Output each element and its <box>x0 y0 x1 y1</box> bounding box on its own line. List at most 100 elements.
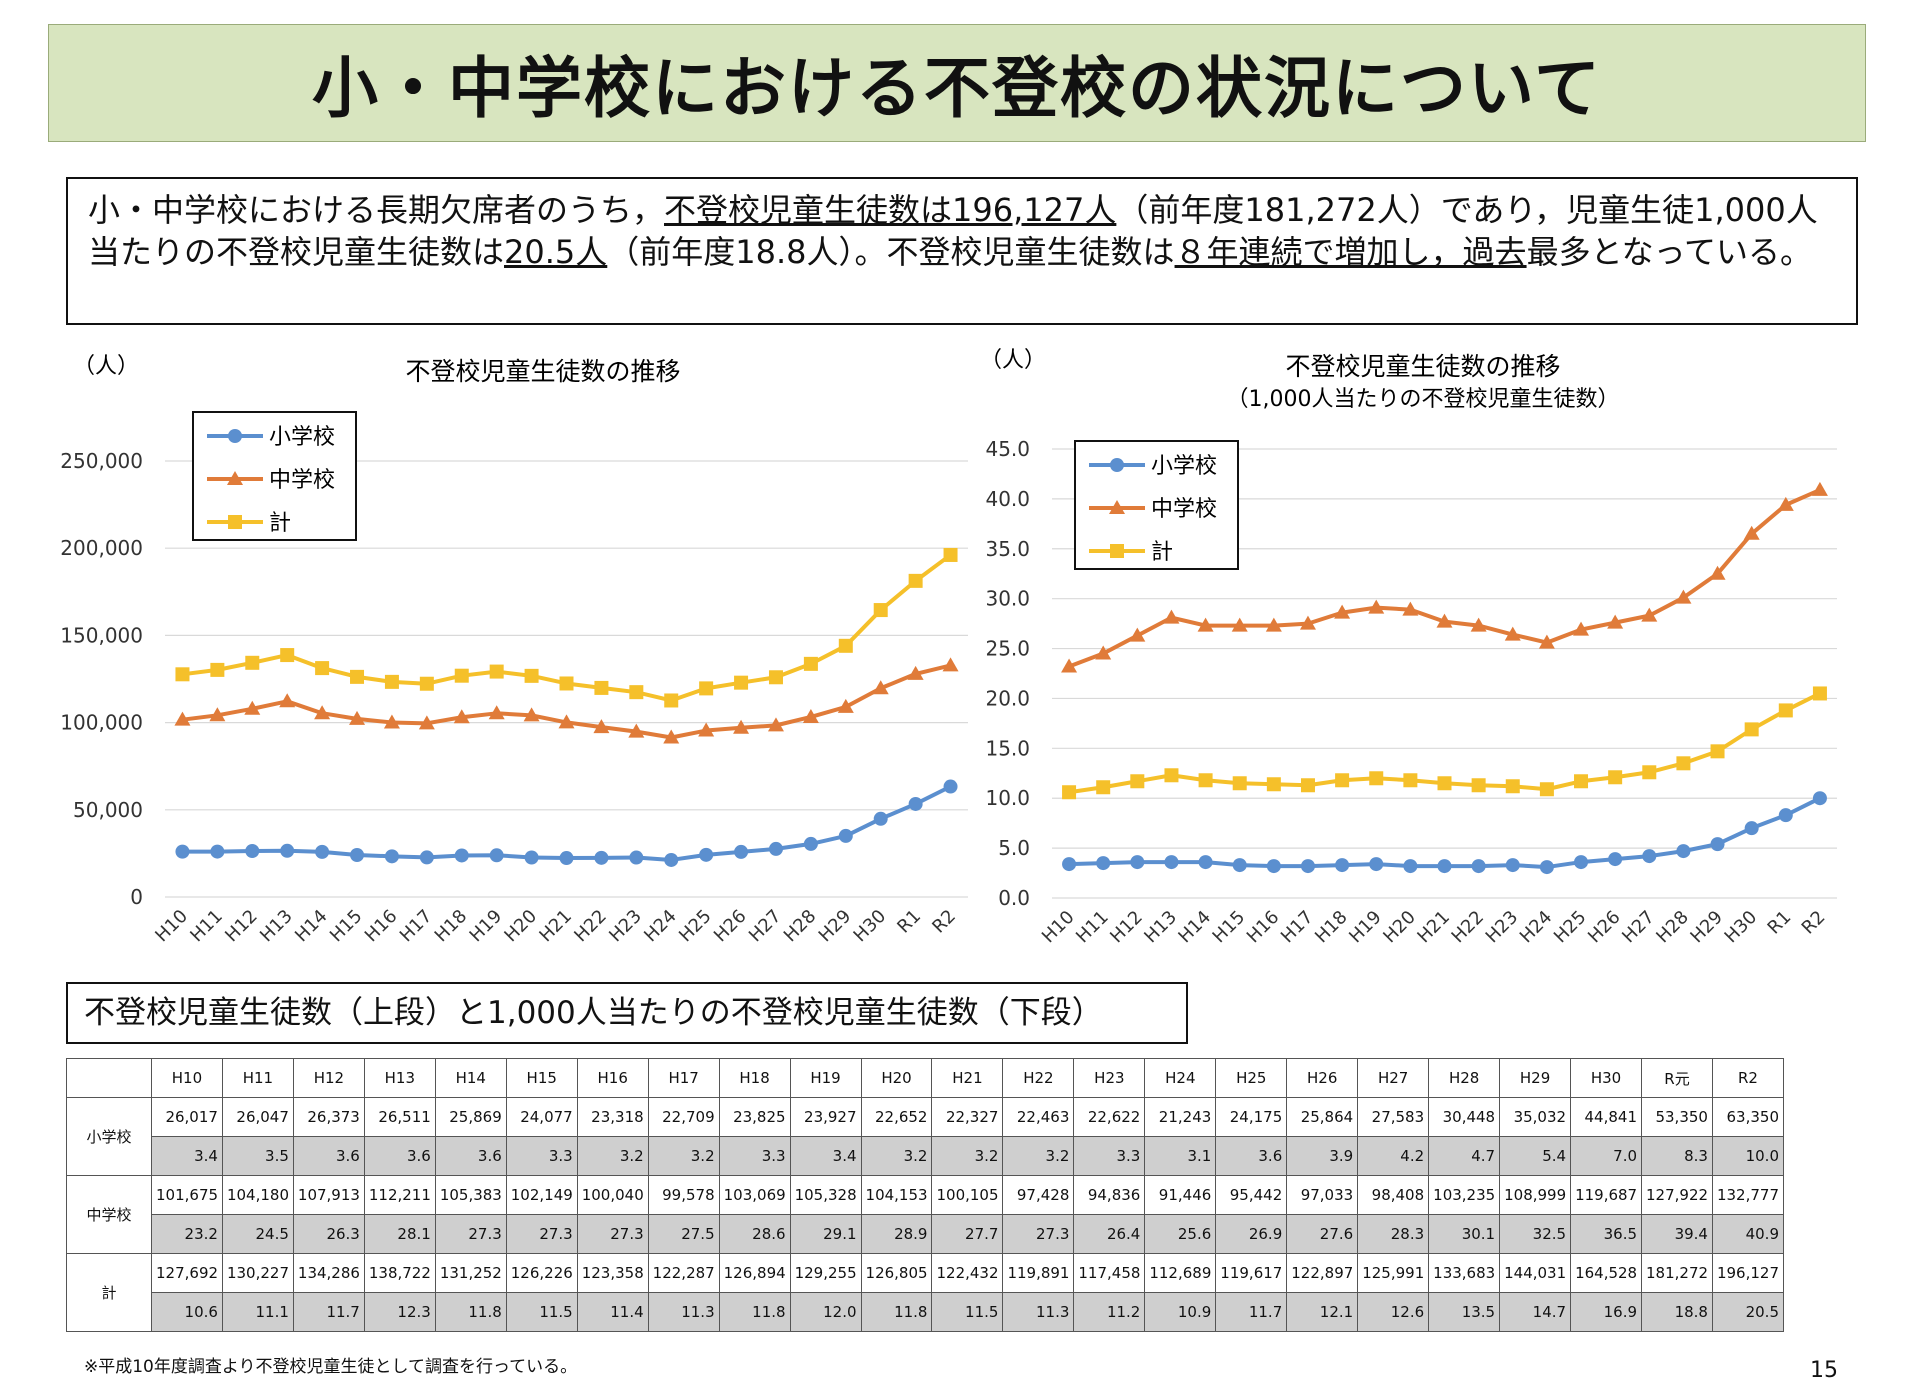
count-cell: 27,583 <box>1357 1097 1430 1137</box>
x-tick-label: H30 <box>850 906 891 947</box>
x-tick-label: H14 <box>291 906 332 947</box>
rate-cell: 12.3 <box>363 1292 436 1332</box>
data-point-elementary <box>873 811 888 826</box>
x-tick-label: H12 <box>1106 907 1147 948</box>
table-header-cell: H19 <box>789 1058 862 1098</box>
count-cell: 108,999 <box>1499 1175 1572 1215</box>
x-tick-label: H29 <box>815 906 856 947</box>
y-tick-label: 5.0 <box>998 836 1030 860</box>
count-cell: 104,180 <box>221 1175 294 1215</box>
data-point-elementary <box>454 848 469 863</box>
data-point-junior-high <box>1197 617 1214 632</box>
rate-cell: 11.5 <box>931 1292 1004 1332</box>
rate-cell: 3.3 <box>505 1136 578 1176</box>
count-cell: 102,149 <box>505 1175 578 1215</box>
count-cell: 25,869 <box>434 1097 507 1137</box>
count-cell: 112,211 <box>363 1175 436 1215</box>
x-tick-label: R2 <box>1798 907 1830 939</box>
y-tick-label: 45.0 <box>985 437 1030 461</box>
data-point-junior-high <box>1641 607 1658 622</box>
rate-cell: 27.7 <box>931 1214 1004 1254</box>
table-header-cell: H22 <box>1002 1058 1075 1098</box>
count-cell: 100,040 <box>576 1175 649 1215</box>
data-point-junior-high <box>349 710 366 725</box>
data-point-elementary <box>559 851 574 866</box>
data-point-junior-high <box>244 700 261 715</box>
count-cell: 104,153 <box>860 1175 933 1215</box>
count-cell: 101,675 <box>151 1175 223 1215</box>
data-point-total <box>1812 686 1827 701</box>
data-point-junior-high <box>1811 481 1828 496</box>
x-tick-label: H21 <box>1413 907 1454 948</box>
count-cell: 132,777 <box>1711 1175 1785 1215</box>
data-point-junior-high <box>279 693 296 708</box>
legend-marker-elementary <box>1110 458 1124 472</box>
table-header-cell: H27 <box>1357 1058 1430 1098</box>
count-cell: 22,622 <box>1073 1097 1146 1137</box>
count-cell: 23,318 <box>576 1097 649 1137</box>
count-cell: 23,927 <box>789 1097 862 1137</box>
y-tick-label: 100,000 <box>60 711 143 735</box>
count-cell: 94,836 <box>1073 1175 1146 1215</box>
unit-label: （人） <box>73 354 139 379</box>
count-cell: 126,894 <box>718 1253 791 1293</box>
y-tick-label: 150,000 <box>60 623 143 647</box>
rate-cell: 20.5 <box>1711 1292 1785 1332</box>
table-header-cell: H10 <box>151 1058 223 1098</box>
data-point-total <box>908 573 923 588</box>
x-tick-label: H24 <box>1516 907 1557 948</box>
data-point-total <box>1096 780 1111 795</box>
data-point-total <box>1744 722 1759 737</box>
count-cell: 122,897 <box>1286 1253 1359 1293</box>
rate-cell: 30.1 <box>1428 1214 1501 1254</box>
rate-cell: 11.3 <box>647 1292 720 1332</box>
data-point-junior-high <box>698 722 715 737</box>
rate-cell: 11.8 <box>718 1292 791 1332</box>
rate-cell: 8.3 <box>1641 1136 1713 1176</box>
data-point-elementary <box>629 850 644 865</box>
count-cell: 95,442 <box>1215 1175 1288 1215</box>
data-point-elementary <box>1437 859 1452 874</box>
rate-cell: 28.9 <box>860 1214 933 1254</box>
legend-marker-elementary <box>228 429 242 443</box>
table-header-cell: H30 <box>1570 1058 1643 1098</box>
table-header-cell: H17 <box>647 1058 720 1098</box>
data-point-total <box>1300 778 1315 793</box>
data-point-junior-high <box>733 719 750 734</box>
data-point-junior-high <box>837 698 854 713</box>
x-tick-label: R1 <box>1764 907 1796 939</box>
count-cell: 119,617 <box>1215 1253 1288 1293</box>
count-cell: 112,689 <box>1144 1253 1217 1293</box>
x-tick-label: H13 <box>1140 907 1181 948</box>
data-point-elementary <box>908 796 923 811</box>
y-tick-label: 50,000 <box>73 798 143 822</box>
rate-cell: 28.6 <box>718 1214 791 1254</box>
data-point-elementary <box>1608 852 1623 867</box>
data-point-elementary <box>1744 821 1759 836</box>
data-point-elementary <box>1778 808 1793 823</box>
chart-title: 不登校児童生徒数の推移 <box>1285 352 1560 381</box>
data-point-total <box>594 680 609 695</box>
data-point-total <box>1437 776 1452 791</box>
x-tick-label: H10 <box>151 906 192 947</box>
y-tick-label: 200,000 <box>60 536 143 560</box>
data-point-elementary <box>734 844 749 859</box>
count-cell: 30,448 <box>1428 1097 1501 1137</box>
rate-cell: 3.6 <box>434 1136 507 1176</box>
data-point-total <box>1574 774 1589 789</box>
rate-cell: 11.4 <box>576 1292 649 1332</box>
x-tick-label: H27 <box>1618 907 1659 948</box>
table-row-label: 計 <box>66 1253 152 1332</box>
title-banner: 小・中学校における不登校の状況について <box>48 24 1866 142</box>
rate-cell: 26.4 <box>1073 1214 1146 1254</box>
data-point-junior-high <box>1470 617 1487 632</box>
data-point-junior-high <box>872 680 889 695</box>
summary-text: 小・中学校における長期欠席者のうち，不登校児童生徒数は196,127人（前年度1… <box>88 189 1836 273</box>
table-header-cell: H16 <box>576 1058 649 1098</box>
count-cell: 22,652 <box>860 1097 933 1137</box>
data-point-total <box>1369 771 1384 786</box>
data-point-elementary <box>1676 844 1691 859</box>
y-tick-label: 40.0 <box>985 487 1030 511</box>
rate-cell: 5.4 <box>1499 1136 1572 1176</box>
data-point-junior-high <box>1231 617 1248 632</box>
